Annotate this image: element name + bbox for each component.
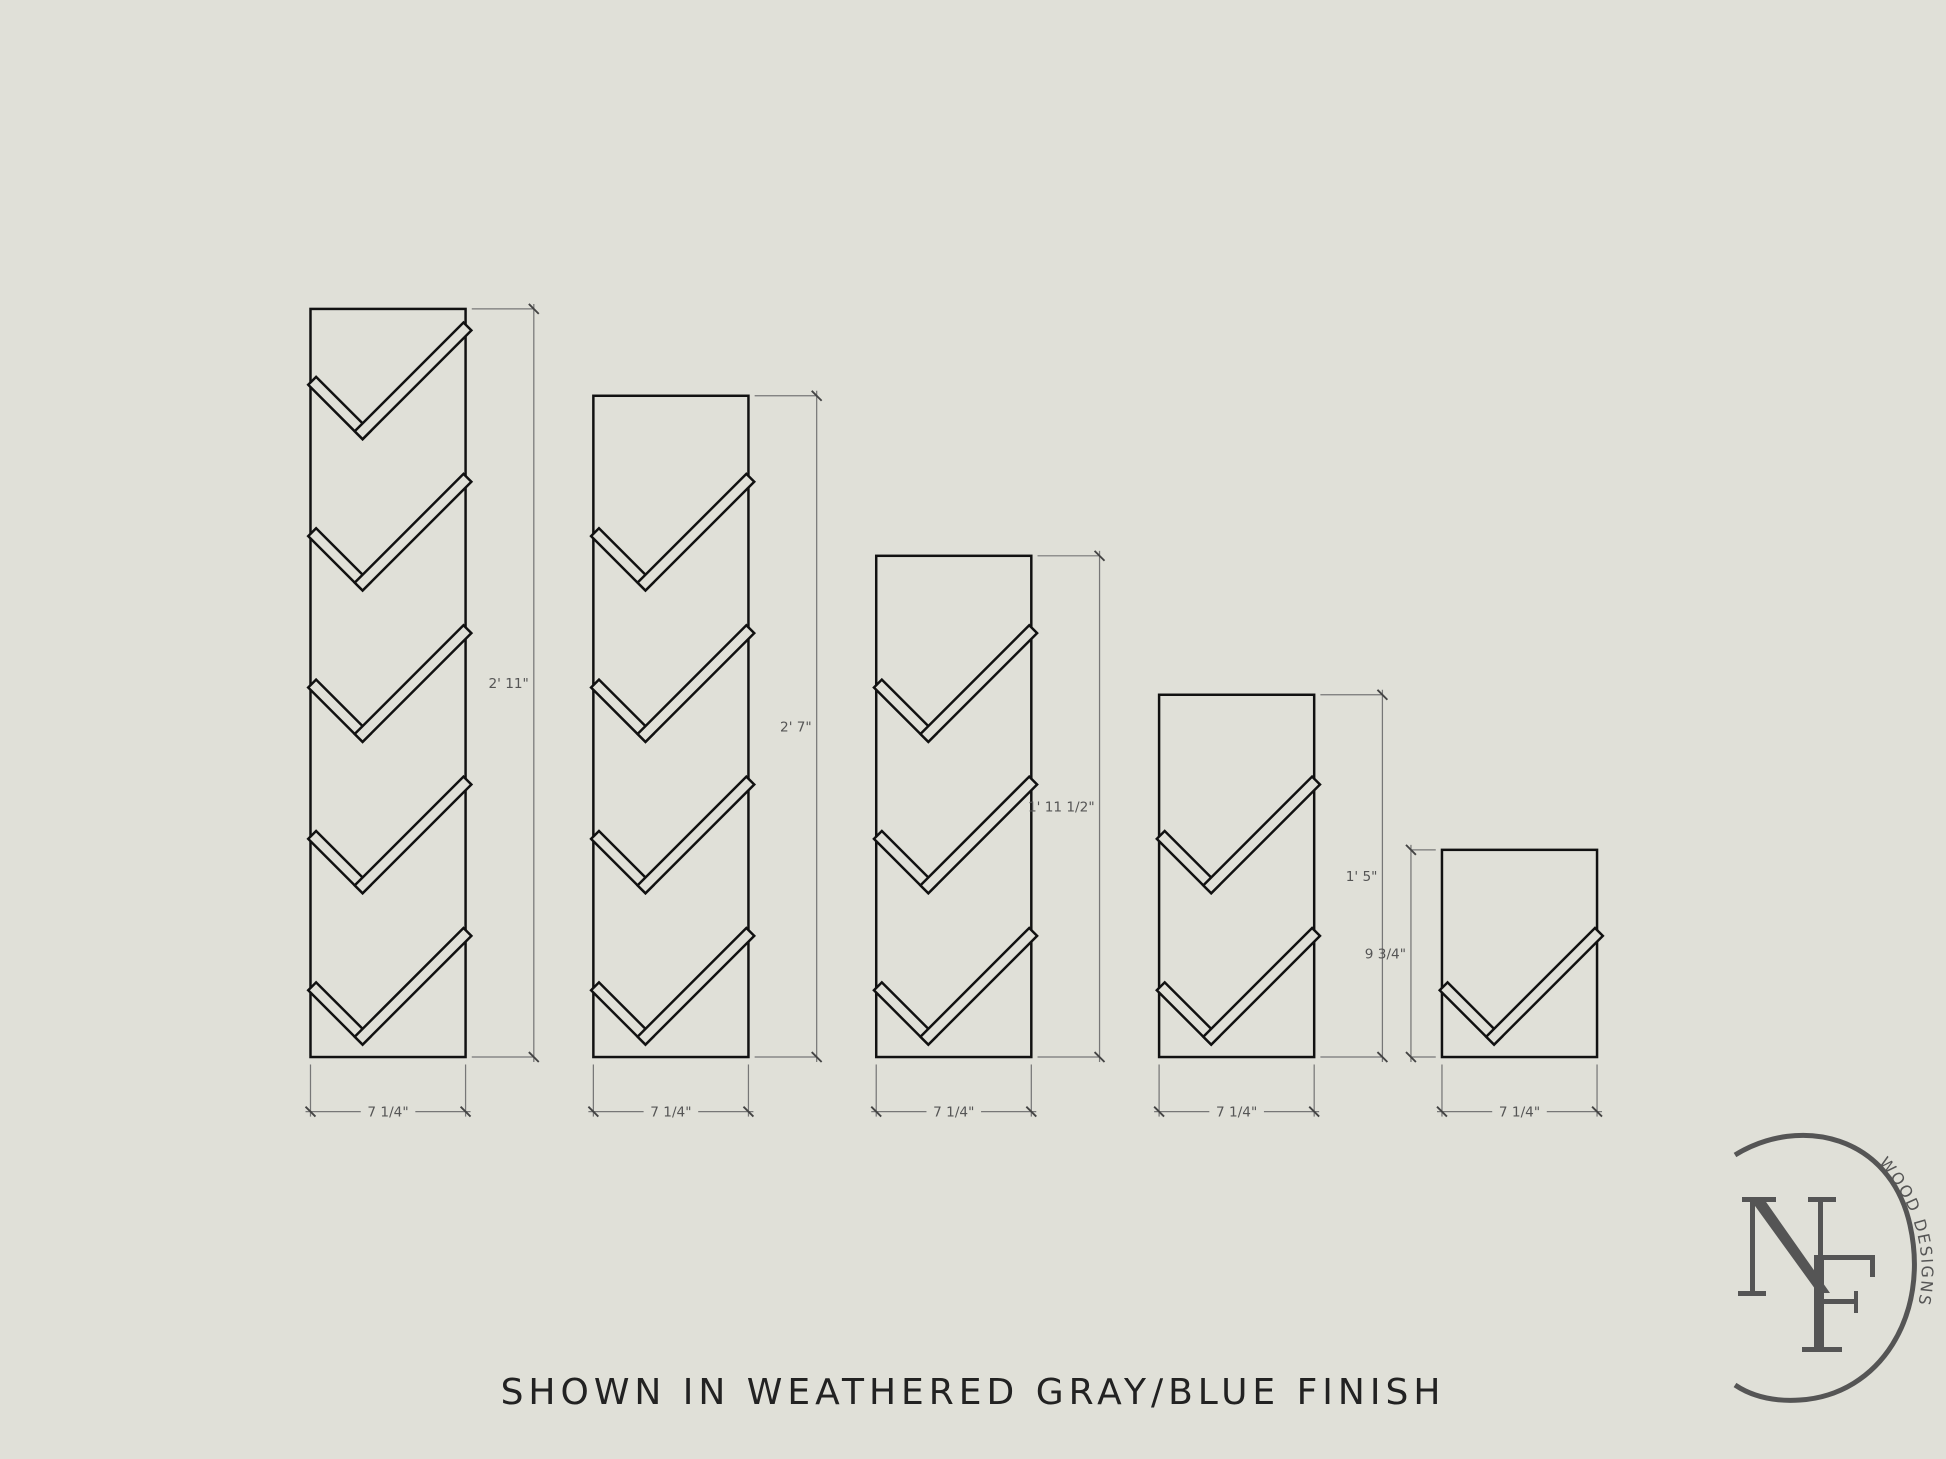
height-dimension: 2' 11" bbox=[471, 303, 540, 1063]
shelf bbox=[306, 926, 474, 1047]
shelf bbox=[306, 320, 474, 441]
width-dimension: 7 1/4" bbox=[304, 1064, 472, 1121]
width-label: 7 1/4" bbox=[1499, 1105, 1540, 1121]
height-label: 1' 5" bbox=[1346, 869, 1378, 885]
logo-text: WOOD DESIGNS bbox=[1875, 1153, 1935, 1308]
shelf bbox=[306, 472, 474, 593]
width-dimension: 7 1/4" bbox=[587, 1064, 755, 1121]
rack-frame bbox=[1440, 848, 1599, 1059]
rack-frame bbox=[309, 307, 467, 1059]
height-label: 9 3/4" bbox=[1365, 946, 1406, 962]
width-label: 7 1/4" bbox=[933, 1105, 974, 1121]
rack-1 bbox=[306, 307, 474, 1059]
shelf bbox=[306, 774, 474, 896]
width-label: 7 1/4" bbox=[1216, 1105, 1257, 1121]
rack-frame bbox=[1157, 693, 1316, 1059]
width-label: 7 1/4" bbox=[367, 1105, 408, 1121]
rack-frame bbox=[592, 394, 750, 1059]
shelf bbox=[872, 926, 1039, 1047]
rack-3 bbox=[872, 554, 1039, 1059]
finish-caption: SHOWN IN WEATHERED GRAY/BLUE FINISH bbox=[500, 1372, 1446, 1413]
shelf bbox=[589, 774, 757, 896]
shelf bbox=[1155, 926, 1322, 1047]
shelf bbox=[589, 472, 757, 593]
nf-wood-designs-logo: WOOD DESIGNS bbox=[1733, 1133, 1937, 1403]
shelf bbox=[872, 623, 1039, 744]
height-dimension: 9 3/4" bbox=[1365, 844, 1436, 1063]
shelf bbox=[306, 623, 474, 744]
rack-frame bbox=[874, 554, 1033, 1059]
width-label: 7 1/4" bbox=[650, 1105, 691, 1121]
height-dimension: 2' 7" bbox=[754, 390, 823, 1063]
width-dimension: 7 1/4" bbox=[1153, 1064, 1320, 1121]
height-dimension: 1' 5" bbox=[1320, 689, 1389, 1063]
height-dimension: 1' 11 1/2" bbox=[1028, 550, 1106, 1063]
shelf bbox=[589, 926, 757, 1047]
svg-text:WOOD DESIGNS: WOOD DESIGNS bbox=[1875, 1153, 1937, 1308]
shelf bbox=[589, 623, 757, 744]
rack-5 bbox=[1437, 848, 1605, 1059]
height-label: 2' 7" bbox=[780, 719, 812, 735]
height-label: 1' 11 1/2" bbox=[1028, 799, 1095, 815]
shelf bbox=[872, 774, 1039, 896]
logo-monogram bbox=[1738, 1197, 1875, 1352]
shelf bbox=[1155, 774, 1322, 896]
shelf bbox=[1437, 926, 1605, 1047]
height-label: 2' 11" bbox=[488, 676, 528, 692]
width-dimension: 7 1/4" bbox=[1436, 1064, 1603, 1121]
logo-ring bbox=[1733, 1133, 1917, 1403]
rack-4 bbox=[1155, 693, 1322, 1059]
rack-2 bbox=[589, 394, 757, 1059]
width-dimension: 7 1/4" bbox=[870, 1064, 1037, 1121]
